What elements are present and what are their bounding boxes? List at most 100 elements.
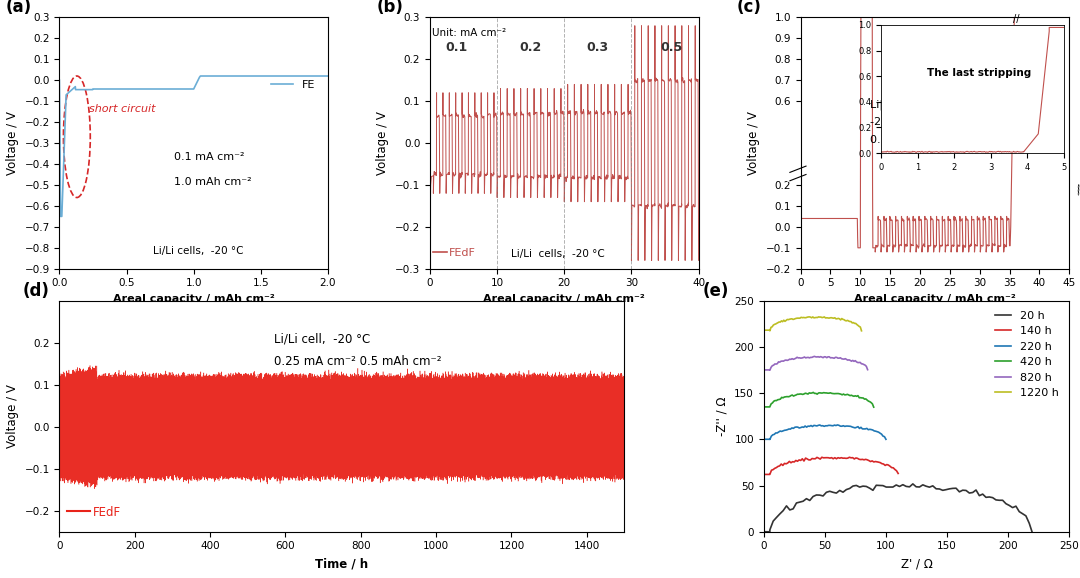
Y-axis label: Voltage / V: Voltage / V — [5, 111, 18, 175]
Text: FEdF: FEdF — [449, 248, 475, 258]
1220 h — [827, 315, 840, 322]
140 h — [845, 454, 858, 461]
X-axis label: Time / h: Time / h — [315, 557, 368, 570]
Y-axis label: Voltage / V: Voltage / V — [5, 384, 18, 448]
420 h — [757, 403, 770, 410]
FE — [95, 86, 108, 92]
Text: 0.3: 0.3 — [586, 41, 609, 54]
X-axis label: Areal capacity / mAh cm⁻²: Areal capacity / mAh cm⁻² — [854, 294, 1016, 304]
Line: 140 h: 140 h — [764, 457, 899, 475]
420 h — [837, 391, 850, 398]
420 h — [867, 403, 880, 410]
FE — [322, 72, 335, 79]
1220 h — [766, 323, 779, 330]
Text: (c): (c) — [737, 0, 761, 16]
20 h — [770, 514, 783, 521]
140 h — [767, 466, 780, 473]
820 h — [861, 366, 874, 373]
140 h — [843, 454, 856, 461]
1220 h — [828, 314, 841, 321]
FE — [80, 86, 93, 93]
20 h — [946, 485, 959, 492]
420 h — [832, 390, 845, 397]
FE — [54, 213, 67, 220]
FE — [54, 213, 67, 220]
220 h — [841, 423, 854, 429]
220 h — [759, 436, 772, 443]
220 h — [847, 424, 860, 431]
Text: 0.1: 0.1 — [446, 41, 468, 54]
FE — [239, 72, 252, 79]
Text: 0.2 mA cm⁻²: 0.2 mA cm⁻² — [870, 135, 941, 145]
Text: Unit: mA cm⁻²: Unit: mA cm⁻² — [432, 28, 507, 38]
140 h — [854, 456, 867, 463]
1220 h — [824, 314, 837, 321]
Text: short circuit: short circuit — [89, 103, 156, 114]
Text: 0.2: 0.2 — [519, 41, 542, 54]
Text: //: // — [1075, 182, 1080, 197]
Line: FE: FE — [59, 76, 328, 216]
Text: Li/Li cells,  -20 °C: Li/Li cells, -20 °C — [153, 246, 244, 256]
Text: 0.1 mA cm⁻²: 0.1 mA cm⁻² — [174, 152, 244, 162]
Text: 0.25 mA cm⁻² 0.5 mAh cm⁻²: 0.25 mA cm⁻² 0.5 mAh cm⁻² — [274, 355, 442, 368]
1220 h — [822, 314, 835, 321]
820 h — [833, 355, 846, 362]
Text: -20 °C: -20 °C — [870, 117, 905, 128]
820 h — [759, 366, 772, 373]
Line: 1220 h: 1220 h — [764, 317, 862, 331]
20 h — [906, 480, 919, 487]
420 h — [766, 399, 779, 406]
220 h — [757, 436, 770, 443]
220 h — [879, 436, 892, 443]
Text: Li/Li cell,  -20 °C: Li/Li cell, -20 °C — [274, 332, 370, 345]
140 h — [848, 455, 861, 462]
Text: (b): (b) — [376, 0, 403, 16]
420 h — [836, 391, 849, 398]
420 h — [829, 390, 842, 397]
140 h — [892, 470, 905, 477]
Text: Li/Li  cells,  -20 °C: Li/Li cells, -20 °C — [511, 249, 605, 259]
20 h — [936, 487, 949, 494]
1220 h — [855, 327, 868, 334]
1220 h — [759, 327, 772, 334]
140 h — [759, 471, 772, 478]
Y-axis label: -Z'' / Ω: -Z'' / Ω — [716, 397, 729, 436]
Text: Li‖Cu cell: Li‖Cu cell — [870, 100, 923, 110]
20 h — [930, 486, 943, 492]
220 h — [846, 424, 859, 431]
20 h — [949, 485, 962, 492]
820 h — [764, 366, 777, 373]
420 h — [759, 403, 772, 410]
FE — [53, 77, 66, 84]
1220 h — [802, 313, 815, 320]
FE — [54, 187, 67, 194]
220 h — [838, 423, 851, 430]
Text: (e): (e) — [703, 282, 729, 300]
820 h — [834, 354, 847, 361]
Text: (a): (a) — [5, 0, 31, 16]
Line: 220 h: 220 h — [764, 425, 886, 439]
FE — [194, 72, 207, 79]
Legend: FE: FE — [267, 76, 320, 95]
Line: 420 h: 420 h — [764, 392, 874, 407]
Line: 20 h: 20 h — [764, 484, 1032, 533]
Text: FEdF 98.3%: FEdF 98.3% — [948, 116, 1026, 128]
20 h — [757, 528, 770, 535]
20 h — [1026, 530, 1039, 537]
140 h — [853, 456, 866, 463]
820 h — [826, 354, 839, 361]
820 h — [767, 362, 780, 369]
Text: (d): (d) — [23, 282, 50, 300]
X-axis label: Areal capacity / mAh cm⁻²: Areal capacity / mAh cm⁻² — [112, 294, 274, 304]
1220 h — [757, 327, 770, 334]
Text: 0.5: 0.5 — [661, 41, 683, 54]
Line: 820 h: 820 h — [764, 357, 867, 370]
Legend: 20 h, 140 h, 220 h, 420 h, 820 h, 1220 h: 20 h, 140 h, 220 h, 420 h, 820 h, 1220 h — [990, 306, 1064, 403]
220 h — [831, 421, 843, 428]
Y-axis label: Voltage / V: Voltage / V — [377, 111, 390, 175]
20 h — [759, 528, 772, 535]
140 h — [757, 471, 770, 478]
220 h — [764, 436, 777, 443]
Y-axis label: Voltage / V: Voltage / V — [747, 111, 760, 175]
420 h — [807, 389, 820, 396]
